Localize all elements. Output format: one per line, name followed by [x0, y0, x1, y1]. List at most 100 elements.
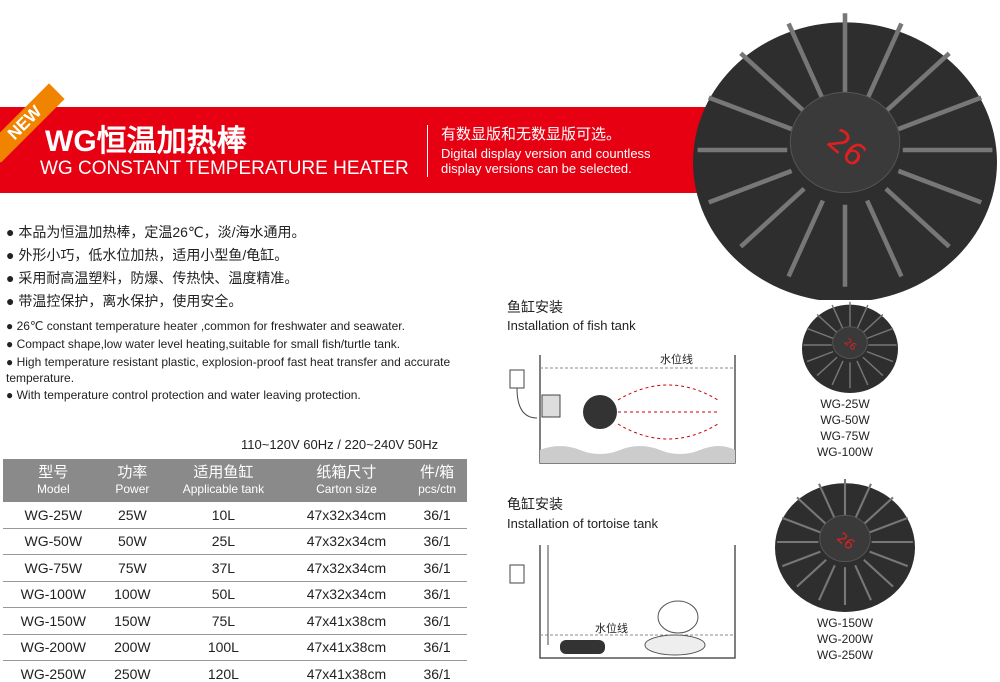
heater-slat	[863, 559, 894, 588]
heater-slat	[806, 350, 834, 363]
model-list-large: WG-150W WG-200W WG-250W	[805, 615, 885, 663]
heater-slat	[865, 22, 904, 101]
header-en: Applicable tank	[182, 481, 265, 496]
heater-slat	[856, 304, 869, 330]
table-cell: 75L	[161, 607, 286, 635]
table-cell: 36/1	[407, 528, 467, 555]
heater-slat	[796, 559, 827, 588]
heater-slat	[818, 483, 836, 520]
heater-slat	[854, 564, 872, 601]
table-cell: 47x32x34cm	[285, 502, 408, 529]
diagram-title-en: Installation of tortoise tank	[507, 516, 659, 531]
heater-slat	[781, 550, 821, 568]
table-cell: 10L	[161, 502, 286, 529]
heater-slat	[897, 95, 983, 132]
table-row: WG-150W 150W 75L 47x41x38cm 36/1	[3, 607, 467, 635]
table-cell: WG-50W	[3, 528, 104, 555]
column-header: 件/箱 pcs/ctn	[407, 459, 467, 502]
table-cell: 47x41x38cm	[285, 660, 408, 682]
column-header: 纸箱尺寸 Carton size	[285, 459, 408, 502]
voltage: 110~120V 60Hz / 220~240V 50Hz	[241, 437, 439, 452]
header-en: Carton size	[316, 481, 377, 496]
heater-slat	[786, 199, 825, 278]
header-en: Power	[115, 481, 150, 496]
table-cell: 150W	[103, 607, 162, 635]
heater-slat	[796, 496, 827, 525]
heater-slat	[869, 550, 909, 568]
heater-slat	[897, 168, 983, 205]
heater-slat	[865, 199, 904, 278]
heater-slat	[862, 313, 884, 334]
subtitle-en: Digital display version and countless di…	[441, 146, 651, 176]
heater-slat	[806, 327, 834, 340]
table-cell: 36/1	[407, 660, 467, 682]
table-cell: 50W	[103, 528, 162, 555]
column-header: 型号 Model	[3, 459, 104, 502]
diagram-title-en: Installation of fish tank	[507, 318, 636, 333]
model-label: WG-25W	[820, 397, 870, 411]
table-cell: 75W	[103, 554, 162, 582]
table-row: WG-250W 250W 120L 47x41x38cm 36/1	[3, 660, 467, 682]
table-cell: 47x32x34cm	[285, 528, 408, 555]
table-cell: 25W	[103, 502, 162, 529]
table-cell: 47x41x38cm	[285, 607, 408, 635]
divider	[427, 125, 428, 177]
model-label: WG-150W	[816, 616, 873, 630]
header-cn: 型号	[38, 463, 69, 481]
table-cell: 47x32x34cm	[285, 554, 408, 582]
header-en: Model	[36, 481, 70, 496]
feature-en: ● 26℃ constant temperature heater ,commo…	[6, 319, 405, 333]
header-cn: 纸箱尺寸	[316, 463, 377, 481]
table-cell: 36/1	[407, 607, 467, 635]
feature-en: ● High temperature resistant plastic, ex…	[6, 355, 451, 385]
heater-slat	[884, 187, 951, 249]
title-banner	[0, 107, 780, 193]
model-list-small: WG-25W WG-50W WG-75W WG-100W	[805, 396, 885, 460]
heater-slat	[866, 327, 894, 340]
header-cn: 功率	[117, 463, 148, 481]
table-cell: 120L	[161, 660, 286, 682]
table-cell: 250W	[103, 660, 162, 682]
heater-medium-image: 26	[775, 479, 915, 612]
table-row: WG-75W 75W 37L 47x32x34cm 36/1	[3, 554, 467, 582]
heater-slat	[862, 356, 884, 377]
heater-slat	[856, 360, 869, 386]
heater-slat	[818, 564, 836, 601]
column-header: 适用鱼缸 Applicable tank	[161, 459, 286, 502]
header-cn: 件/箱	[420, 463, 455, 481]
feature-en: ● With temperature control protection an…	[6, 388, 361, 402]
heater-slat	[739, 187, 806, 249]
heater-slat	[831, 360, 844, 386]
table-cell: WG-150W	[3, 607, 104, 635]
table-row: WG-100W 100W 50L 47x32x34cm 36/1	[3, 581, 467, 608]
heater-slat	[863, 496, 894, 525]
feature-en: ● Compact shape,low water level heating,…	[6, 337, 401, 351]
heater-large-image: 26	[693, 13, 997, 300]
table-cell: 37L	[161, 554, 286, 582]
model-label: WG-250W	[816, 648, 873, 662]
table-cell: 25L	[161, 528, 286, 555]
table-cell: 100L	[161, 634, 286, 661]
subtitle-cn: 有数显版和无数显版可选。	[441, 126, 622, 143]
table-cell: WG-25W	[3, 502, 104, 529]
heater-slat	[707, 168, 793, 205]
heater-slat	[816, 356, 838, 377]
table-cell: 47x41x38cm	[285, 634, 408, 661]
table-cell: WG-250W	[3, 660, 104, 682]
header-cn: 适用鱼缸	[193, 463, 254, 481]
heater-slat	[866, 350, 894, 363]
model-label: WG-50W	[820, 413, 870, 427]
model-label: WG-100W	[816, 445, 873, 459]
table-cell: 36/1	[407, 634, 467, 661]
water-line-label: 水位线	[595, 623, 628, 635]
heater-slat	[831, 304, 844, 330]
header-en: pcs/ctn	[418, 481, 457, 496]
heater-slat	[707, 95, 793, 132]
heater-slat	[739, 51, 806, 113]
table-cell: 47x32x34cm	[285, 581, 408, 608]
tortoise-tank-diagram	[509, 545, 736, 659]
title-en: WG CONSTANT TEMPERATURE HEATER	[40, 158, 409, 179]
model-label: WG-200W	[816, 632, 873, 646]
feature-cn: ● 采用耐高温塑料，防爆、传热快、温度精准。	[6, 270, 299, 286]
